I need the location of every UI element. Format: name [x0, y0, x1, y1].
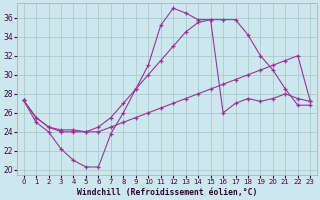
X-axis label: Windchill (Refroidissement éolien,°C): Windchill (Refroidissement éolien,°C) [77, 188, 257, 197]
